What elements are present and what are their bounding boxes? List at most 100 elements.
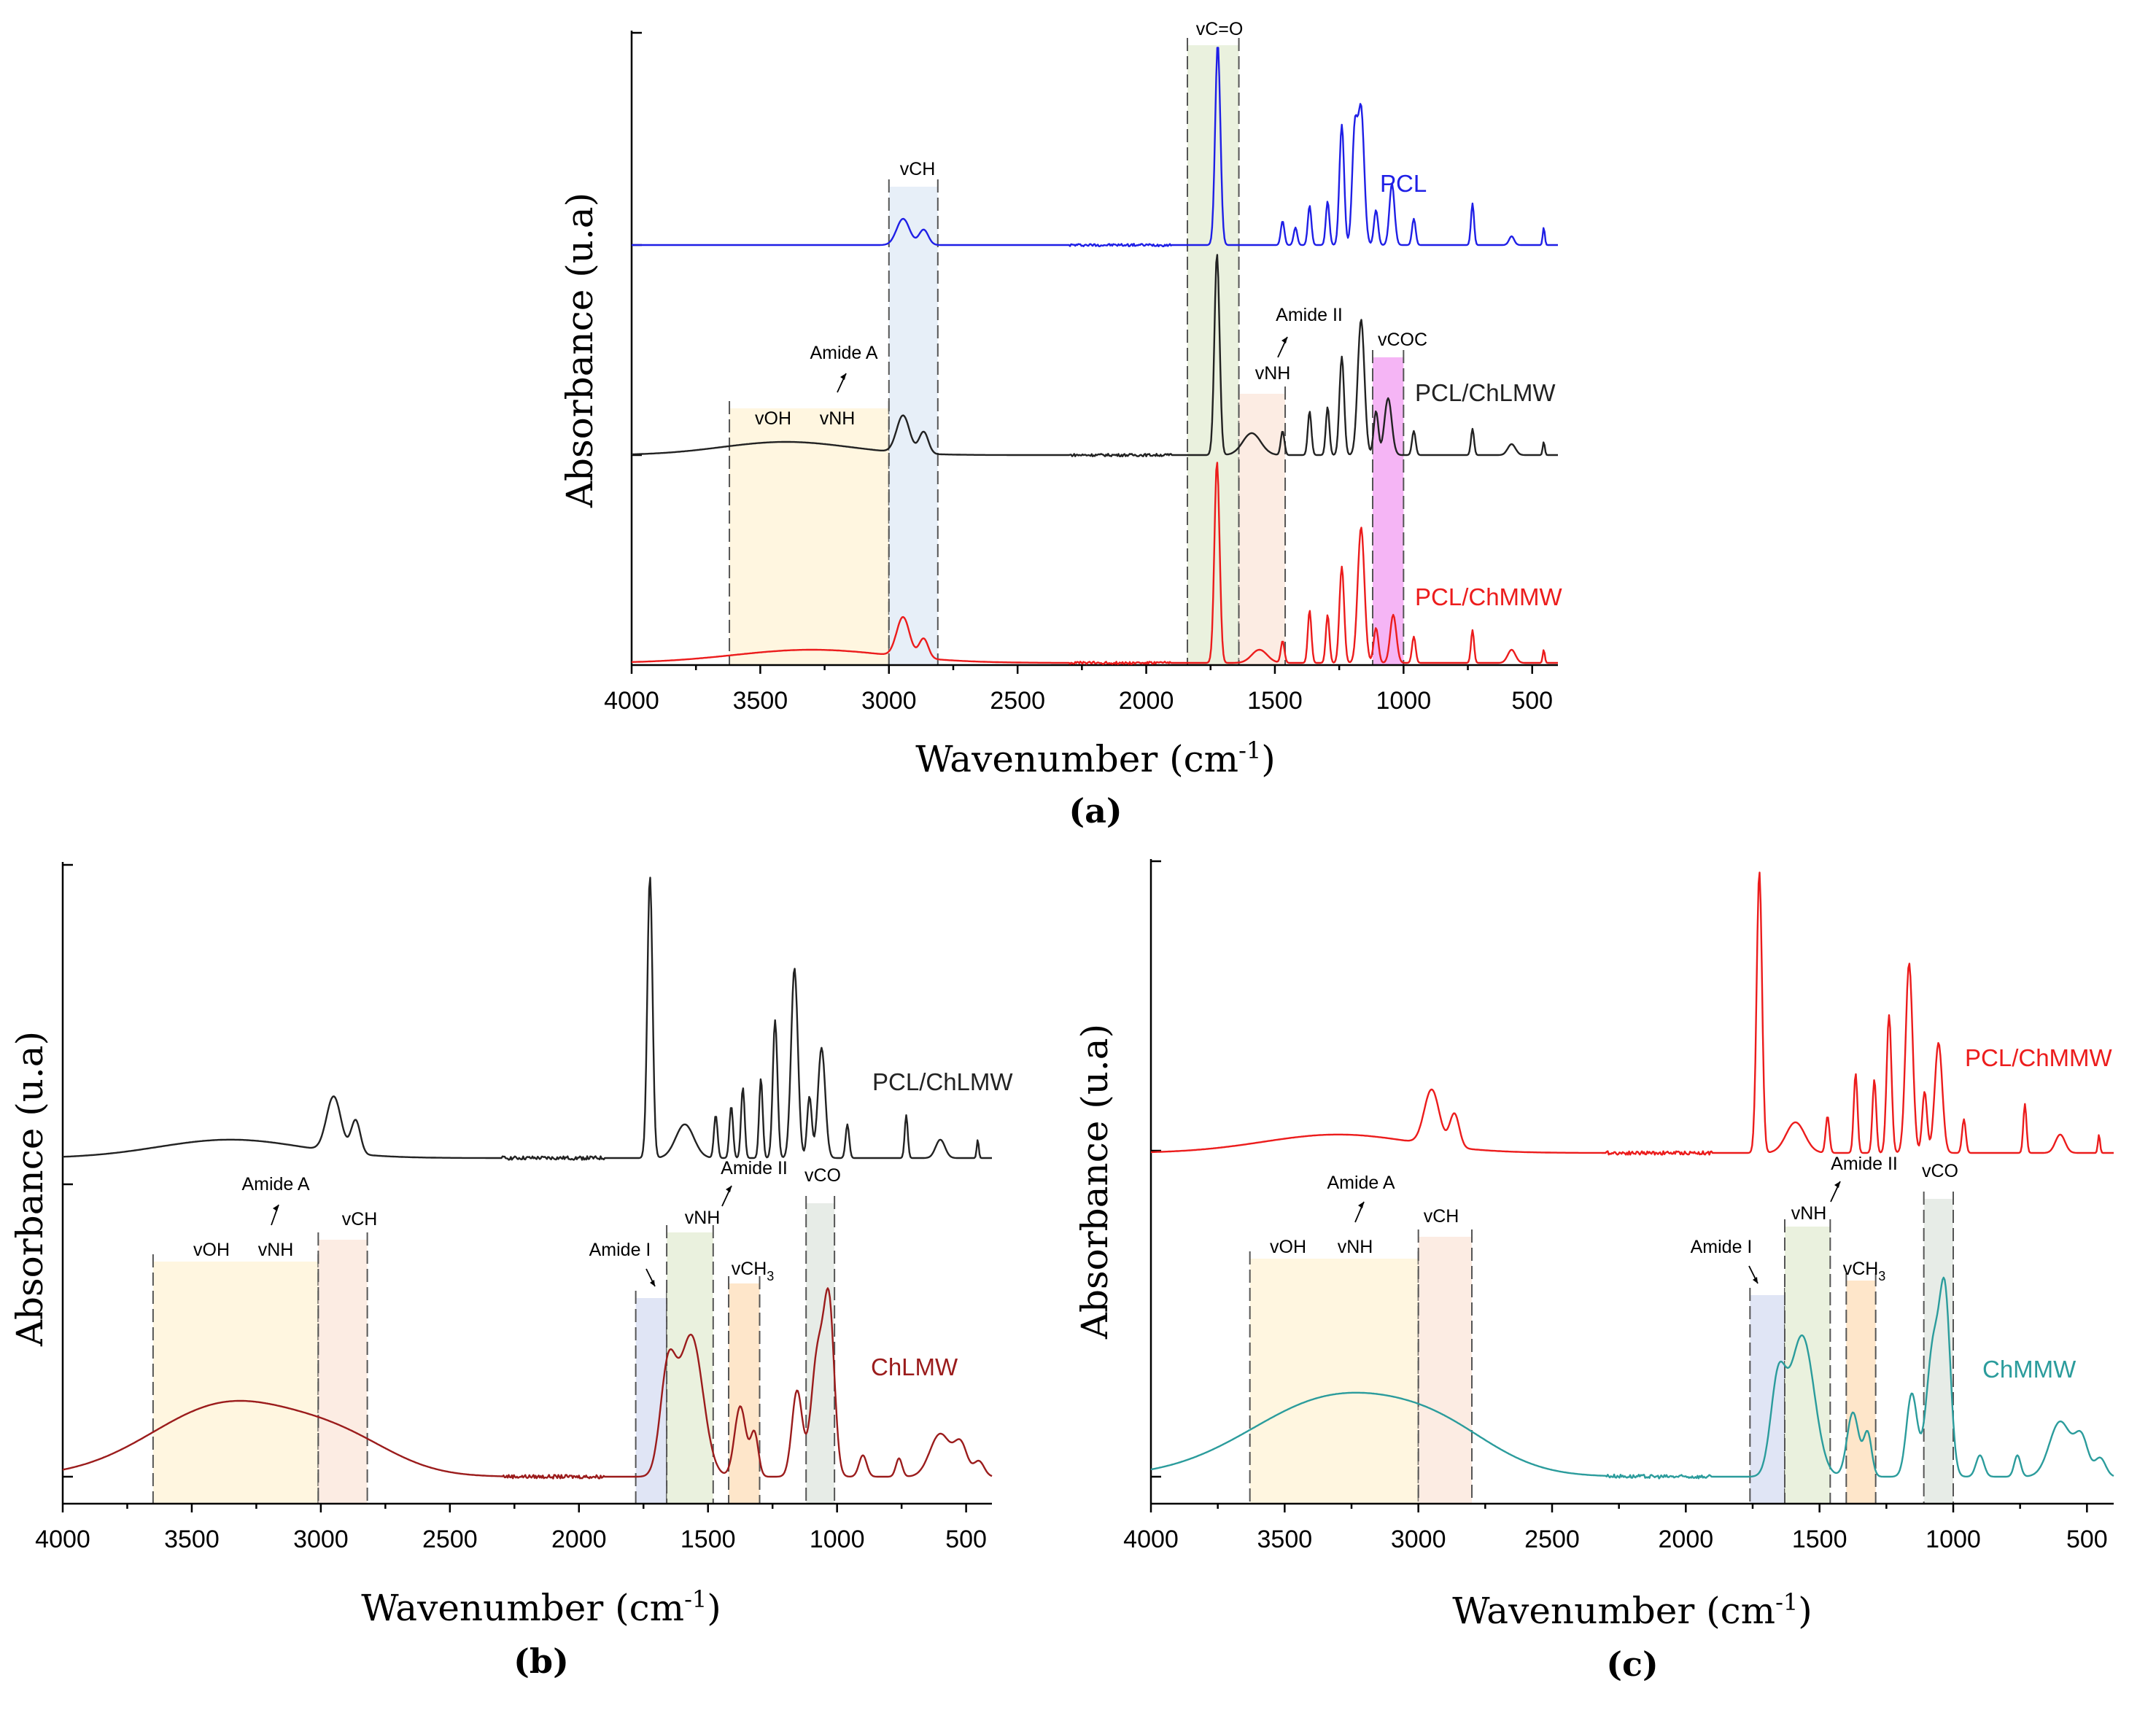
label-amideII-a: Amide II — [1276, 305, 1343, 325]
arrow-head — [1834, 1181, 1840, 1188]
band-c-1 — [1418, 1237, 1472, 1504]
label-vOH-c: vOH — [1270, 1237, 1306, 1257]
label-amideII-c: Amide II — [1831, 1154, 1898, 1174]
panel-c: 4000 3500 3000 2500 2000 1500 1000 500 Amide A … — [1074, 859, 2114, 1684]
band-c-0 — [1249, 1259, 1419, 1504]
x-tick-label: 2000 — [1659, 1526, 1714, 1553]
band-c-5 — [1923, 1199, 1953, 1504]
label-vOH-b: vOH — [193, 1240, 230, 1260]
arrow-head — [1358, 1202, 1364, 1208]
band-a-3 — [1238, 394, 1286, 665]
label-amideA-b: Amide A — [241, 1174, 309, 1194]
x-tick-label: 2000 — [1119, 687, 1174, 715]
x-tick-label: 500 — [945, 1526, 987, 1553]
label-amideA-c: Amide A — [1327, 1173, 1395, 1193]
series-label-ChLMW: ChLMW — [871, 1353, 958, 1380]
x-tick-label: 3500 — [164, 1526, 220, 1553]
band-b-0 — [152, 1262, 319, 1504]
x-axis-title-b: Wavenumber (cm-1) — [361, 1585, 721, 1629]
spectrum-PCL-ChMMW-a — [632, 462, 1558, 665]
spectrum-PCL-a — [632, 47, 1558, 247]
panel-label-a: (a) — [1069, 791, 1122, 831]
series-label-ChMMW: ChMMW — [1982, 1356, 2076, 1383]
band-a-0 — [729, 408, 889, 665]
spectrum-PCL-ChMMW-c — [1151, 871, 2114, 1156]
spectrum-PCL-ChLMW-b — [62, 877, 992, 1161]
y-axis-title-c: Absorbance (u.a) — [1074, 1024, 1116, 1340]
label-amideI-c: Amide I — [1691, 1237, 1753, 1257]
x-tick-label: 3500 — [733, 687, 788, 715]
label-vCH-a: vCH — [900, 159, 936, 179]
x-tick-label: 500 — [2066, 1526, 2108, 1553]
series-label-PCL-ChLMW-b: PCL/ChLMW — [872, 1068, 1013, 1095]
spectrum-ChLMW-b — [62, 1287, 993, 1480]
x-tick-label: 2500 — [990, 687, 1045, 715]
x-tick-label: 2500 — [1524, 1526, 1580, 1553]
arrow-head — [840, 373, 846, 380]
panel-b: 4000 3500 3000 2500 2000 1500 1000 500 Amide A … — [9, 862, 1013, 1681]
x-tick-label: 500 — [1511, 687, 1553, 715]
spectrum-PCL-ChLMW-a — [632, 254, 1558, 457]
x-tick-label: 1500 — [1792, 1526, 1847, 1553]
spectrum-ChMMW-c — [1150, 1276, 2114, 1480]
x-tick-label: 3000 — [1391, 1526, 1446, 1553]
y-axis-title-b: Absorbance (u.a) — [9, 1031, 51, 1347]
label-vCH3-b: vCH3 — [732, 1259, 775, 1283]
panel-a: 4000 3500 3000 2500 2000 1500 1000 500 vC=O vCH… — [559, 19, 1563, 831]
label-vNH-a: vNH — [820, 408, 856, 429]
x-tick-label: 3500 — [1257, 1526, 1313, 1553]
x-tick-label: 1500 — [1247, 687, 1303, 715]
label-vNH2-a: vNH — [1255, 363, 1291, 384]
x-tick-label: 2000 — [551, 1526, 607, 1553]
band-c-3 — [1785, 1227, 1831, 1504]
label-amideII-b: Amide II — [721, 1158, 788, 1178]
arrow-head — [1281, 337, 1287, 343]
label-vCO-a: vC=O — [1196, 19, 1244, 39]
label-vCH3-c: vCH3 — [1843, 1259, 1886, 1283]
band-b-4 — [729, 1283, 760, 1504]
arrow-head — [273, 1205, 279, 1211]
label-vCOC-a: vCOC — [1378, 330, 1427, 350]
panel-label-b: (b) — [513, 1642, 569, 1681]
x-tick-label: 1000 — [810, 1526, 865, 1553]
band-c-2 — [1750, 1295, 1785, 1504]
arrow-head — [726, 1186, 732, 1192]
panel-label-c: (c) — [1606, 1644, 1659, 1684]
band-b-5 — [806, 1203, 835, 1504]
label-vOH-a: vOH — [755, 408, 791, 429]
band-c-4 — [1846, 1281, 1876, 1504]
series-label-PCL: PCL — [1380, 170, 1427, 197]
label-vCO-b: vCO — [804, 1165, 841, 1186]
x-tick-label: 3000 — [861, 687, 917, 715]
series-label-PCL-ChLMW-a: PCL/ChLMW — [1415, 379, 1556, 406]
x-tick-label: 1500 — [680, 1526, 736, 1553]
label-amideI-b: Amide I — [589, 1240, 651, 1260]
x-tick-label: 4000 — [35, 1526, 90, 1553]
arrow-head — [650, 1280, 655, 1286]
x-tick-label: 2500 — [422, 1526, 478, 1553]
x-tick-label: 4000 — [604, 687, 659, 715]
label-vNH-c: vNH — [1338, 1237, 1373, 1257]
x-tick-label: 1000 — [1926, 1526, 1981, 1553]
x-axis-title-c: Wavenumber (cm-1) — [1452, 1588, 1812, 1632]
band-a-1 — [888, 187, 938, 665]
label-vNH-b: vNH — [258, 1240, 294, 1260]
label-vNH2-c: vNH — [1791, 1203, 1827, 1224]
x-tick-label: 3000 — [293, 1526, 349, 1553]
series-label-PCL-ChMMW-c: PCL/ChMMW — [1965, 1044, 2113, 1071]
label-vNH2-b: vNH — [685, 1208, 721, 1228]
band-a-4 — [1373, 357, 1404, 665]
y-axis-title-a: Absorbance (u.a) — [559, 193, 601, 508]
label-vCO-c: vCO — [1922, 1161, 1958, 1181]
x-axis-title-a: Wavenumber (cm-1) — [915, 737, 1276, 780]
band-b-1 — [318, 1240, 368, 1504]
x-tick-label: 4000 — [1123, 1526, 1179, 1553]
label-amideA-a: Amide A — [810, 343, 877, 363]
arrow-head — [1753, 1277, 1758, 1283]
band-b-3 — [667, 1232, 713, 1504]
x-tick-label: 1000 — [1376, 687, 1432, 715]
series-label-PCL-ChMMW-a: PCL/ChMMW — [1415, 583, 1563, 610]
label-vCH-c: vCH — [1424, 1206, 1459, 1227]
label-vCH-b: vCH — [342, 1209, 378, 1229]
